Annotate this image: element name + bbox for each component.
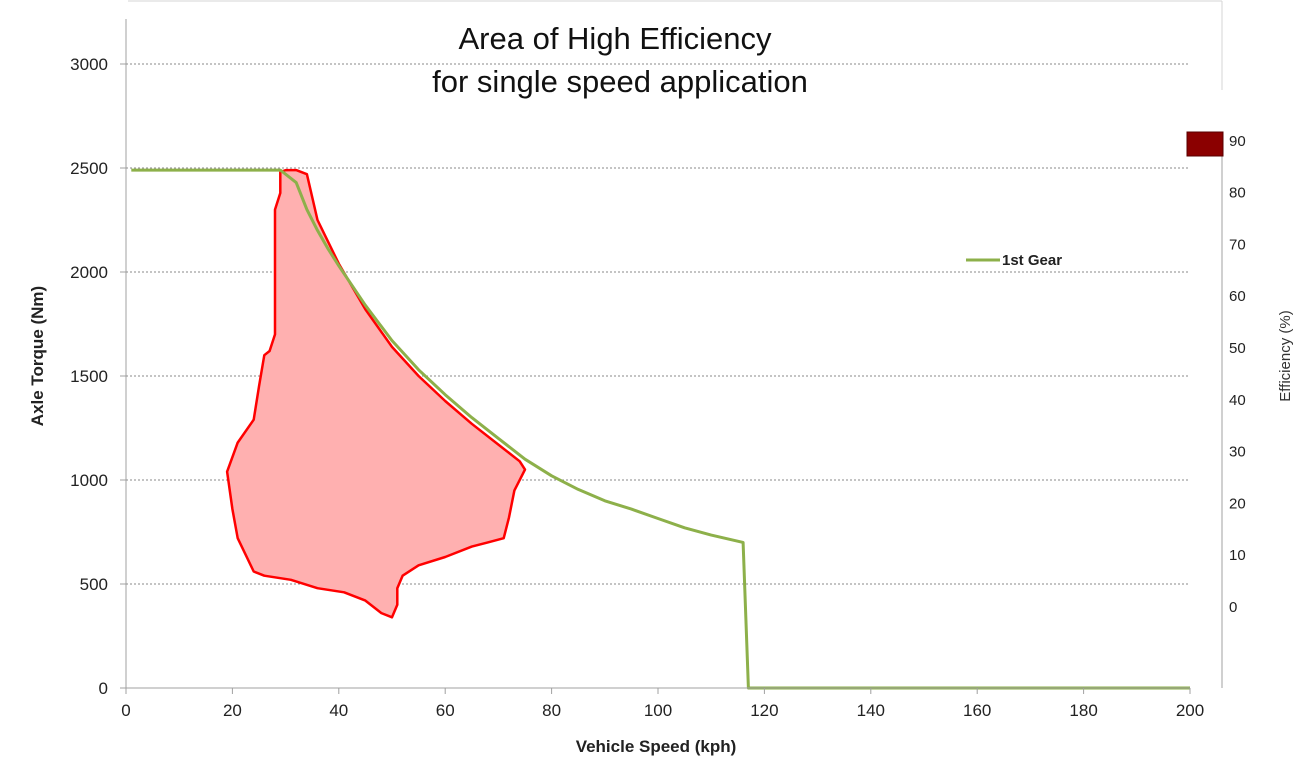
high-efficiency-region <box>225 168 527 619</box>
x-tick-label-120: 120 <box>750 701 778 720</box>
x-tick-label-180: 180 <box>1069 701 1097 720</box>
legend: 1st Gear <box>966 252 1062 269</box>
y-tick-label-3000: 3000 <box>70 55 108 74</box>
x-tick-label-40: 40 <box>329 701 348 720</box>
y2-tick-label-40: 40 <box>1229 392 1246 409</box>
legend-label-1st-gear: 1st Gear <box>1002 252 1062 269</box>
y2-tick-label-20: 20 <box>1229 495 1246 512</box>
y2-axis-title: Efficiency (%) <box>1277 310 1294 401</box>
x-tick-label-160: 160 <box>963 701 991 720</box>
x-tick-label-140: 140 <box>857 701 885 720</box>
x-tick-label-60: 60 <box>436 701 455 720</box>
series-line-1st-gear <box>131 168 1190 690</box>
x-tick-label-0: 0 <box>121 701 130 720</box>
y-tick-label-500: 500 <box>80 575 108 594</box>
chart-title-line-2: for single speed application <box>432 64 808 99</box>
y2-tick-label-0: 0 <box>1229 599 1237 616</box>
chart-title-line-1: Area of High Efficiency <box>458 21 772 56</box>
high-efficiency-area <box>225 168 527 619</box>
x-tick-label-20: 20 <box>223 701 242 720</box>
series-group <box>131 168 1190 690</box>
efficiency-scale: 0 10 20 30 40 50 60 70 80 90 <box>1186 131 1246 616</box>
tick-labels: 0 500 1000 1500 2000 2500 3000 0 20 40 60 80 100 120 1… <box>70 55 1204 720</box>
y2-tick-label-10: 10 <box>1229 547 1246 564</box>
y2-tick-label-50: 50 <box>1229 340 1246 357</box>
y-tick-label-0: 0 <box>99 679 108 698</box>
y-tick-label-2000: 2000 <box>70 263 108 282</box>
y-tick-label-2500: 2500 <box>70 159 108 178</box>
x-tick-label-80: 80 <box>542 701 561 720</box>
x-tick-label-200: 200 <box>1176 701 1204 720</box>
y-tick-label-1500: 1500 <box>70 367 108 386</box>
y2-tick-label-30: 30 <box>1229 444 1246 461</box>
y2-tick-label-90: 90 <box>1229 133 1246 150</box>
y2-tick-label-60: 60 <box>1229 288 1246 305</box>
y-axis-title: Axle Torque (Nm) <box>28 286 47 426</box>
efficiency-color-swatch <box>1186 131 1224 157</box>
x-tick-label-100: 100 <box>644 701 672 720</box>
y2-tick-label-80: 80 <box>1229 185 1246 202</box>
y2-tick-label-70: 70 <box>1229 236 1246 253</box>
x-axis-title: Vehicle Speed (kph) <box>576 737 737 756</box>
y-tick-label-1000: 1000 <box>70 471 108 490</box>
